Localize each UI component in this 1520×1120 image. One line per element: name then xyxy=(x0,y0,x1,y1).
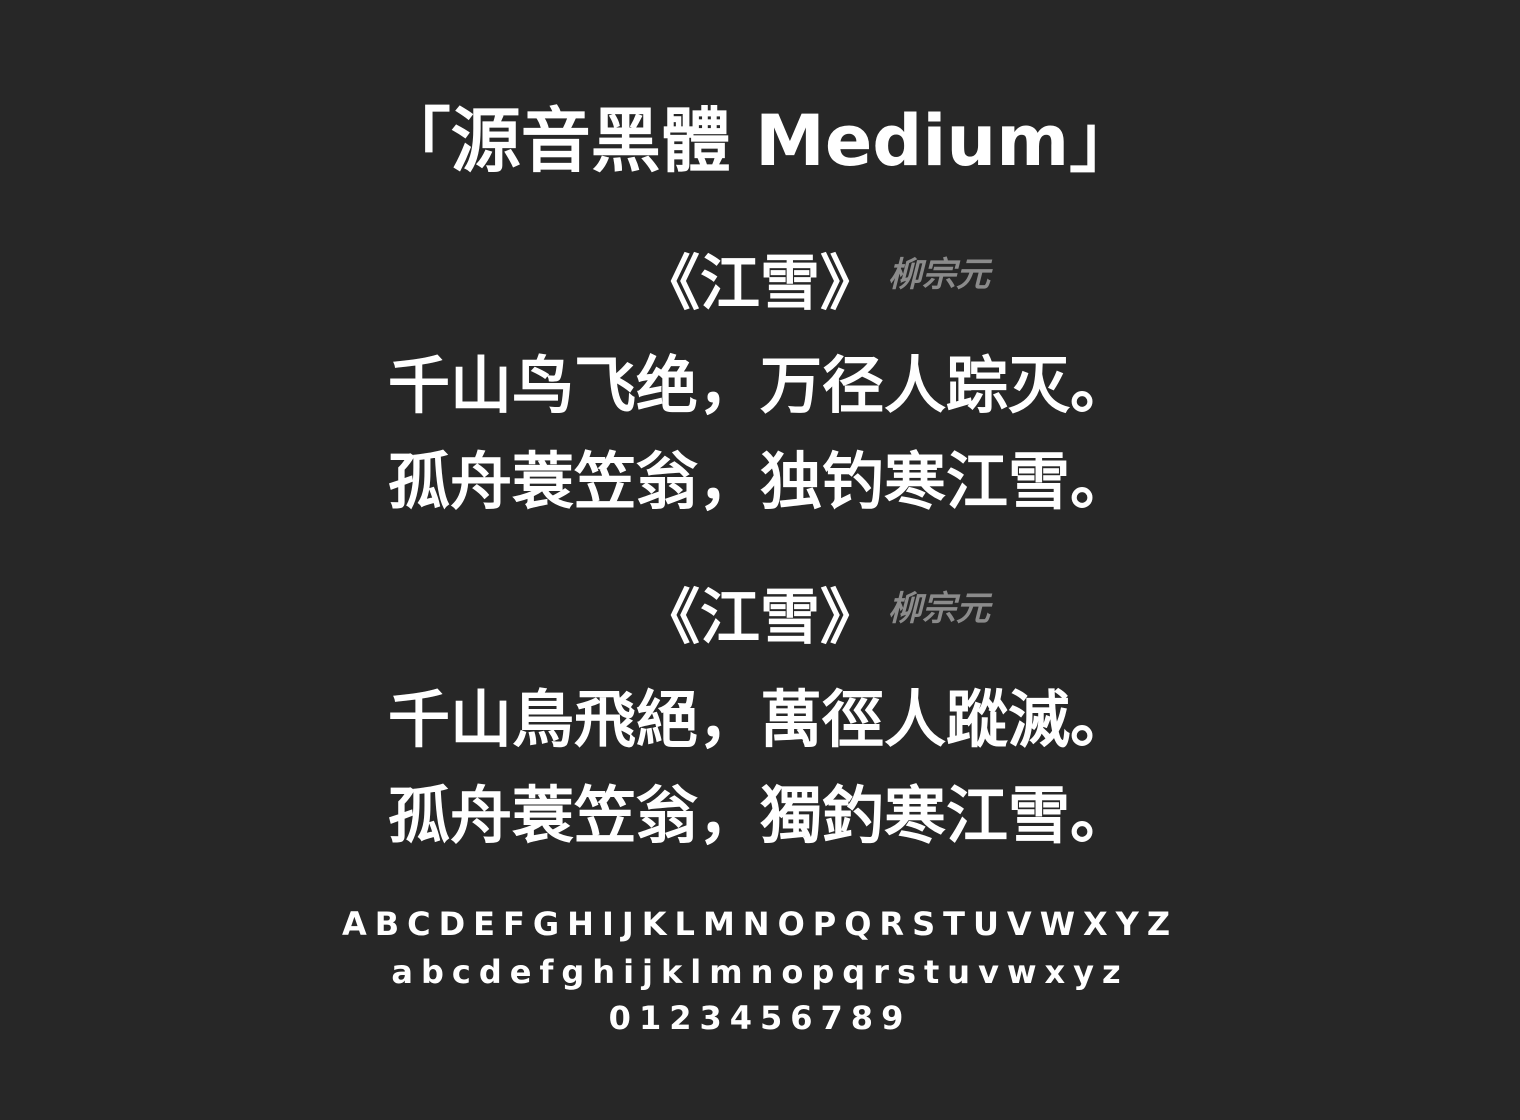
poem-heading: 《江雪》 柳宗元 xyxy=(0,248,1520,326)
poem-line: 孤舟蓑笠翁，獨釣寒江雪。 xyxy=(387,779,1132,852)
font-title: 「源音黑體 Medium」 xyxy=(380,100,1140,182)
poem-line: 千山鸟飞绝，万径人踪灭。 xyxy=(387,349,1132,422)
poem-heading: 《江雪》 柳宗元 xyxy=(0,582,1520,660)
lowercase-specimen: abcdefghijklmnopqrstuvwxyz xyxy=(391,953,1129,991)
poem-simplified: 《江雪》 柳宗元 千山鸟飞绝，万径人踪灭。 孤舟蓑笠翁，独钓寒江雪。 xyxy=(0,248,1520,518)
poem-title: 《江雪》 xyxy=(640,583,880,653)
poem-title: 《江雪》 xyxy=(640,249,880,319)
poem-line: 孤舟蓑笠翁，独钓寒江雪。 xyxy=(387,445,1132,518)
poem-traditional: 《江雪》 柳宗元 千山鳥飛絕，萬徑人蹤滅。 孤舟蓑笠翁，獨釣寒江雪。 xyxy=(0,582,1520,852)
poem-author: 柳宗元 xyxy=(888,589,990,629)
poem-author: 柳宗元 xyxy=(888,255,990,295)
uppercase-specimen: ABCDEFGHIJKLMNOPQRSTUVWXYZ xyxy=(341,905,1179,943)
poem-line: 千山鳥飛絕，萬徑人蹤滅。 xyxy=(387,683,1132,756)
digits-specimen: 0123456789 xyxy=(608,999,912,1037)
